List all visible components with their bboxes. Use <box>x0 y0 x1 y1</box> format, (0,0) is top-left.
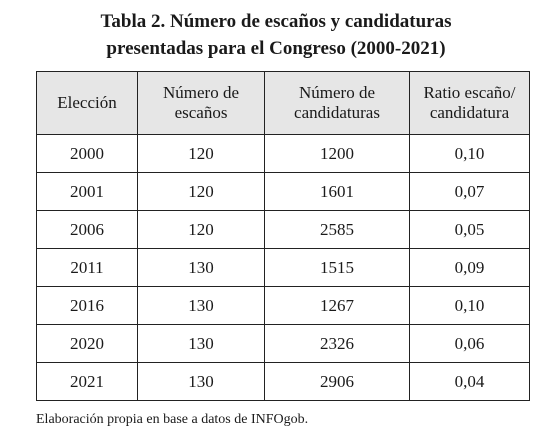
cell-eleccion: 2020 <box>36 324 138 363</box>
header-ratio: Ratio escaño/ candidatura <box>409 71 530 135</box>
table-title: Tabla 2. Número de escaños y candidatura… <box>0 8 552 62</box>
header-eleccion: Elección <box>36 71 138 135</box>
cell-ratio: 0,10 <box>409 134 530 173</box>
cell-escanos: 130 <box>137 286 265 325</box>
cell-candidaturas: 1601 <box>264 172 410 211</box>
table-title-line-1: Tabla 2. Número de escaños y candidatura… <box>100 11 452 32</box>
cell-escanos: 130 <box>137 362 265 401</box>
header-numero-escanos-line-2: escaños <box>174 103 228 122</box>
cell-ratio: 0,06 <box>409 324 530 363</box>
table-row: 2020 130 2326 0,06 <box>36 324 530 363</box>
header-ratio-line-1: Ratio escaño/ <box>423 83 516 102</box>
table-header-row: Elección Número de escaños Número de can… <box>36 71 530 135</box>
cell-ratio: 0,07 <box>409 172 530 211</box>
data-table: Elección Número de escaños Número de can… <box>36 71 530 401</box>
cell-ratio: 0,05 <box>409 210 530 249</box>
cell-eleccion: 2006 <box>36 210 138 249</box>
cell-escanos: 130 <box>137 324 265 363</box>
cell-eleccion: 2016 <box>36 286 138 325</box>
header-ratio-line-2: candidatura <box>429 103 510 122</box>
header-numero-candidaturas-line-1: Número de <box>298 83 375 102</box>
header-numero-candidaturas: Número de candidaturas <box>264 71 410 135</box>
cell-ratio: 0,04 <box>409 362 530 401</box>
header-eleccion-label: Elección <box>57 93 117 112</box>
cell-eleccion: 2011 <box>36 248 138 287</box>
cell-candidaturas: 2906 <box>264 362 410 401</box>
cell-ratio: 0,09 <box>409 248 530 287</box>
cell-candidaturas: 1267 <box>264 286 410 325</box>
cell-eleccion: 2021 <box>36 362 138 401</box>
cell-candidaturas: 2585 <box>264 210 410 249</box>
table-title-line-2: presentadas para el Congreso (2000-2021) <box>106 38 446 59</box>
table-row: 2001 120 1601 0,07 <box>36 172 530 211</box>
table-row: 2011 130 1515 0,09 <box>36 248 530 287</box>
cell-escanos: 130 <box>137 248 265 287</box>
header-numero-escanos-line-1: Número de <box>162 83 239 102</box>
cell-candidaturas: 2326 <box>264 324 410 363</box>
cell-candidaturas: 1515 <box>264 248 410 287</box>
source-note: Elaboración propia en base a datos de IN… <box>36 412 309 427</box>
table-row: 2016 130 1267 0,10 <box>36 286 530 325</box>
cell-eleccion: 2000 <box>36 134 138 173</box>
cell-escanos: 120 <box>137 172 265 211</box>
table-row: 2021 130 2906 0,04 <box>36 362 530 401</box>
cell-escanos: 120 <box>137 134 265 173</box>
cell-candidaturas: 1200 <box>264 134 410 173</box>
table-row: 2000 120 1200 0,10 <box>36 134 530 173</box>
cell-eleccion: 2001 <box>36 172 138 211</box>
header-numero-escanos: Número de escaños <box>137 71 265 135</box>
table-row: 2006 120 2585 0,05 <box>36 210 530 249</box>
header-numero-candidaturas-line-2: candidaturas <box>294 103 380 122</box>
cell-escanos: 120 <box>137 210 265 249</box>
cell-ratio: 0,10 <box>409 286 530 325</box>
